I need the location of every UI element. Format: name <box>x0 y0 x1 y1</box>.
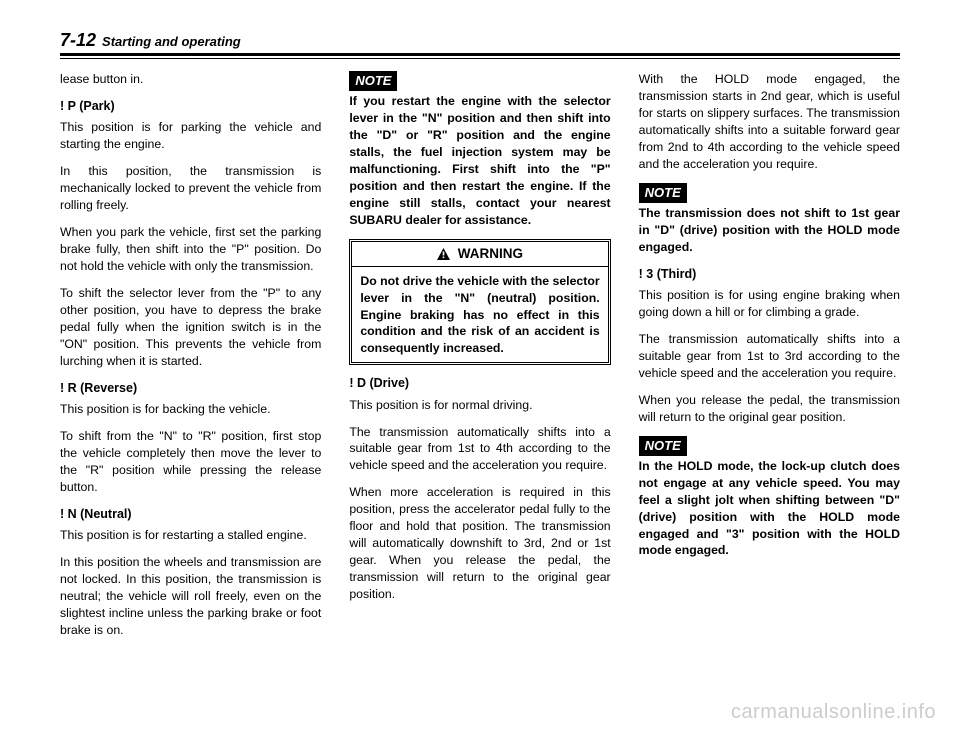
c3-p2: This position is for using engine brakin… <box>639 287 900 321</box>
c1-p2: This position is for parking the vehicle… <box>60 119 321 153</box>
c1-p8: This position is for restarting a stalle… <box>60 527 321 544</box>
page-number: 7-12 <box>60 30 96 51</box>
warning-label: WARNING <box>458 246 523 261</box>
c1-p3: In this position, the transmission is me… <box>60 163 321 214</box>
c3-p3: The transmission automatically shifts in… <box>639 331 900 382</box>
c2-p3: When more acceleration is required in th… <box>349 484 610 603</box>
c1-p1: lease button in. <box>60 71 321 88</box>
c1-p7: To shift from the "N" to "R" position, f… <box>60 428 321 496</box>
warning-box: WARNING Do not drive the vehicle with th… <box>349 239 610 366</box>
c1-p4: When you park the vehicle, first set the… <box>60 224 321 275</box>
c2-sub-d-drive: ! D (Drive) <box>349 375 610 392</box>
c1-p6: This position is for backing the vehicle… <box>60 401 321 418</box>
c2-p1: This position is for normal driving. <box>349 397 610 414</box>
header-rule-thin <box>60 58 900 59</box>
c3-p4: When you release the pedal, the transmis… <box>639 392 900 426</box>
manual-page: 7-12 Starting and operating lease button… <box>0 0 960 742</box>
content-columns: lease button in. ! P (Park) This positio… <box>60 71 900 649</box>
c1-sub-r-reverse: ! R (Reverse) <box>60 380 321 397</box>
warning-icon <box>437 246 458 261</box>
column-3: With the HOLD mode engaged, the transmis… <box>639 71 900 649</box>
c3-note1: The transmission does not shift to 1st g… <box>639 205 900 256</box>
column-2: NOTE If you restart the engine with the … <box>349 71 610 649</box>
header-rule-thick <box>60 53 900 56</box>
page-header: 7-12 Starting and operating <box>60 30 900 51</box>
watermark: carmanualsonline.info <box>731 701 936 724</box>
c1-sub-p-park: ! P (Park) <box>60 98 321 115</box>
c3-note2: In the HOLD mode, the lock-up clutch doe… <box>639 458 900 560</box>
c1-p5: To shift the selector lever from the "P"… <box>60 285 321 370</box>
c3-p1: With the HOLD mode engaged, the transmis… <box>639 71 900 173</box>
column-1: lease button in. ! P (Park) This positio… <box>60 71 321 649</box>
warning-body: Do not drive the vehicle with the select… <box>352 267 607 362</box>
c1-p9: In this position the wheels and transmis… <box>60 554 321 639</box>
c2-note1: If you restart the engine with the selec… <box>349 93 610 229</box>
c2-p2: The transmission automatically shifts in… <box>349 424 610 475</box>
c3-sub-3-third: ! 3 (Third) <box>639 266 900 283</box>
note-label-3: NOTE <box>639 436 687 456</box>
note-label: NOTE <box>349 71 397 91</box>
warning-header: WARNING <box>352 242 607 268</box>
section-title: Starting and operating <box>102 34 241 49</box>
note-label-2: NOTE <box>639 183 687 203</box>
c1-sub-n-neutral: ! N (Neutral) <box>60 506 321 523</box>
